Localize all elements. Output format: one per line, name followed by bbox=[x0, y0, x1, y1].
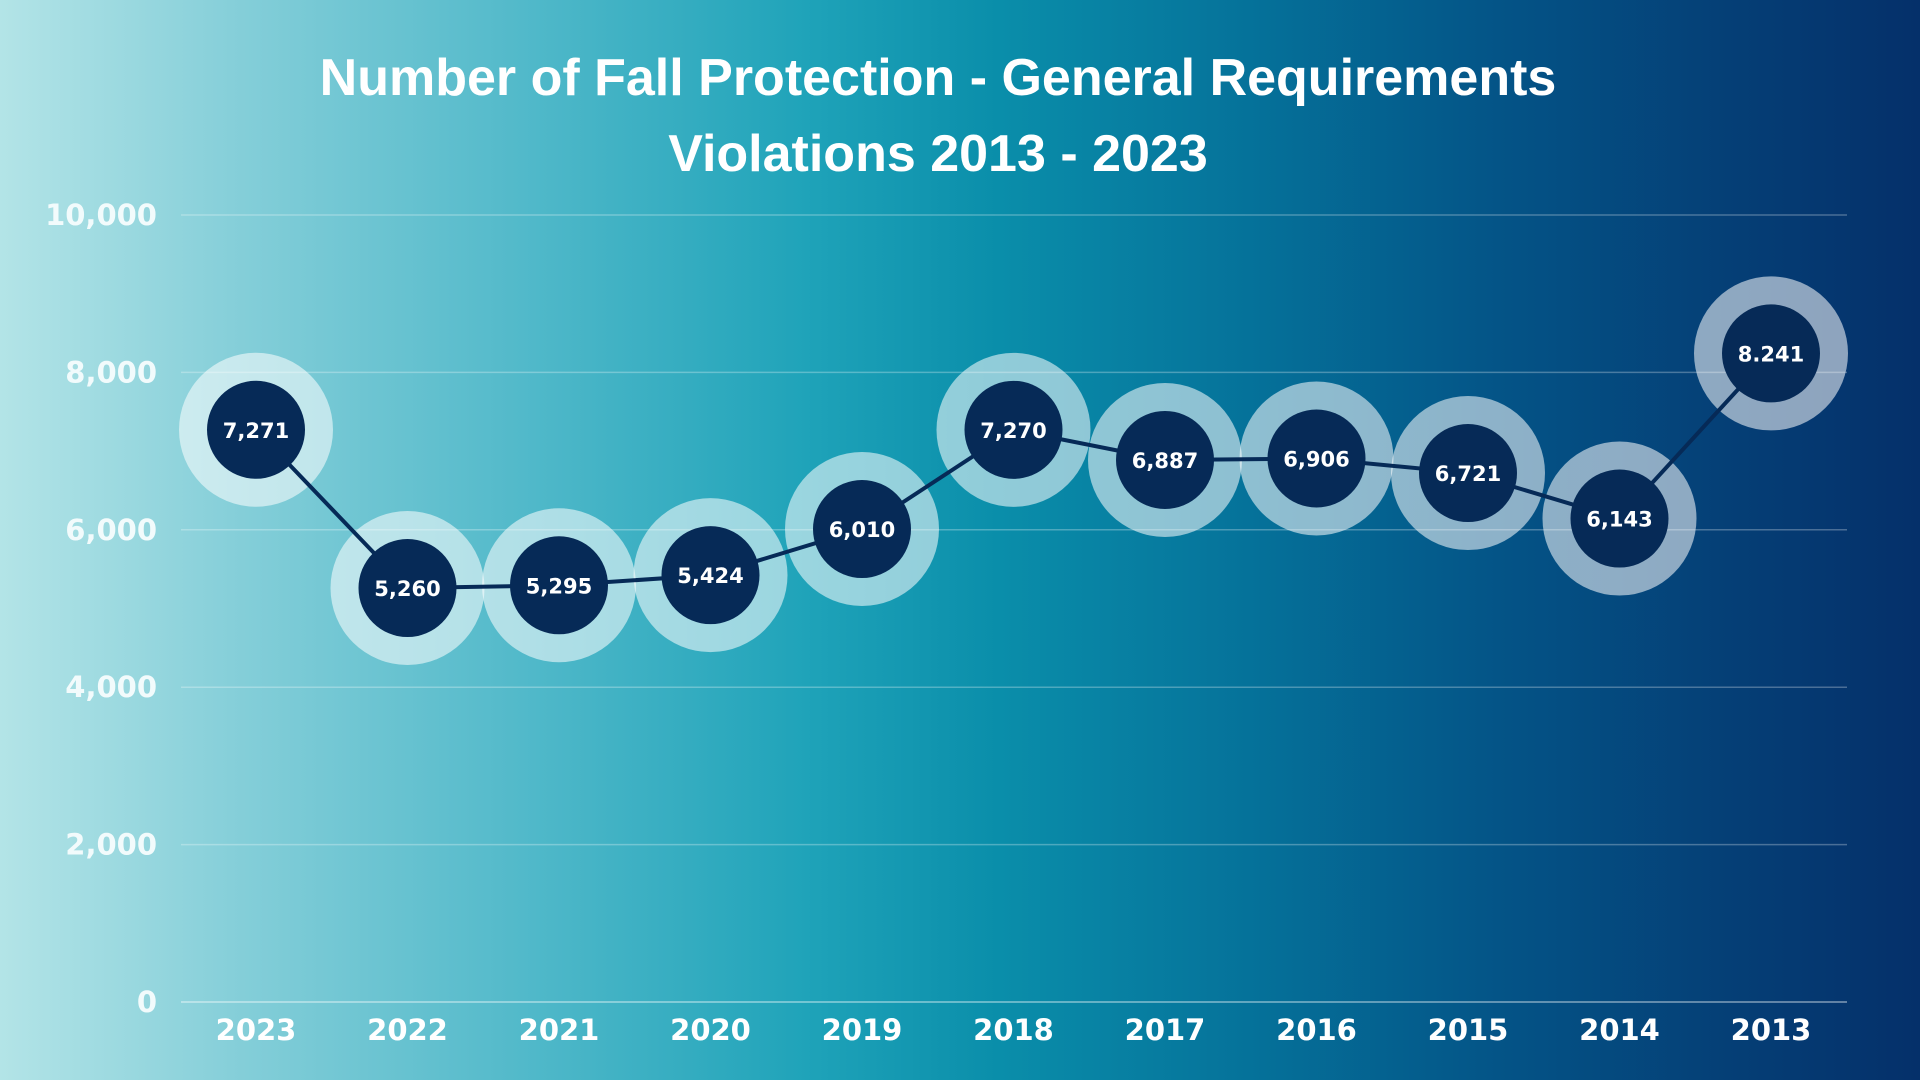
x-tick-label: 2022 bbox=[367, 1013, 448, 1047]
x-tick-label: 2017 bbox=[1125, 1013, 1206, 1047]
y-tick-label: 10,000 bbox=[45, 198, 157, 232]
data-point bbox=[1570, 469, 1669, 568]
chart-title: Number of Fall Protection - General Requ… bbox=[0, 40, 1876, 192]
data-point bbox=[964, 380, 1063, 479]
data-point bbox=[358, 539, 457, 638]
data-label: 6,906 bbox=[1283, 447, 1349, 471]
data-point bbox=[813, 480, 911, 579]
data-point bbox=[510, 536, 608, 635]
x-tick-label: 2018 bbox=[973, 1013, 1054, 1047]
chart-title-line-1: Number of Fall Protection - General Requ… bbox=[319, 49, 1557, 107]
x-tick-label: 2014 bbox=[1579, 1013, 1660, 1047]
y-tick-label: 0 bbox=[137, 985, 157, 1019]
data-point bbox=[207, 380, 305, 479]
data-point bbox=[1116, 410, 1214, 509]
x-tick-label: 2016 bbox=[1276, 1013, 1357, 1047]
y-tick-label: 6,000 bbox=[65, 513, 157, 547]
data-label: 5,260 bbox=[374, 577, 440, 601]
y-tick-label: 8,000 bbox=[65, 355, 157, 389]
data-label: 6,010 bbox=[829, 518, 895, 542]
data-label: 5,424 bbox=[677, 564, 743, 588]
data-label: 6,887 bbox=[1132, 449, 1198, 473]
x-tick-label: 2013 bbox=[1731, 1013, 1812, 1047]
x-tick-label: 2023 bbox=[216, 1013, 297, 1047]
x-tick-label: 2015 bbox=[1428, 1013, 1509, 1047]
y-tick-label: 2,000 bbox=[65, 828, 157, 862]
y-tick-label: 4,000 bbox=[65, 670, 157, 704]
data-label: 6,721 bbox=[1435, 462, 1501, 486]
chart-title-line-2: Violations 2013 - 2023 bbox=[668, 125, 1208, 183]
data-label: 6,143 bbox=[1586, 508, 1652, 532]
data-label: 7,271 bbox=[223, 419, 289, 443]
x-tick-label: 2019 bbox=[822, 1013, 903, 1047]
data-label: 7,270 bbox=[980, 419, 1046, 443]
data-point bbox=[1722, 304, 1820, 403]
data-label: 8.241 bbox=[1738, 342, 1804, 366]
x-tick-label: 2020 bbox=[670, 1013, 751, 1047]
data-point bbox=[1419, 424, 1517, 523]
data-point bbox=[661, 526, 760, 625]
data-label: 5,295 bbox=[526, 574, 592, 598]
x-tick-label: 2021 bbox=[519, 1013, 600, 1047]
data-point bbox=[1267, 409, 1366, 508]
